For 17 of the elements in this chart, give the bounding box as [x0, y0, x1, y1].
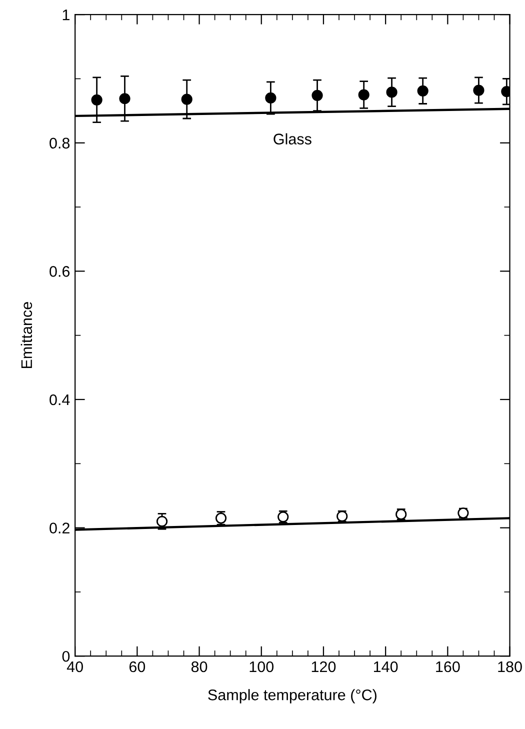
y-tick-label: 1	[62, 10, 70, 20]
x-tick-label: 40	[66, 661, 83, 672]
y-tick-label: 0.8	[50, 138, 70, 149]
x-tick-label: 180	[498, 661, 522, 672]
y-tick-label: 0.2	[50, 522, 70, 534]
x-tick-label: 100	[250, 661, 274, 672]
y-tick-label: 0	[62, 650, 70, 662]
x-tick-label: 160	[436, 661, 460, 672]
x-tick-label: 120	[312, 661, 336, 672]
x-tick-label: 60	[129, 661, 146, 672]
y-tick-label: 0.4	[50, 394, 70, 406]
x-tick-label: 80	[191, 661, 208, 672]
x-axis-title: Sample temperature (°C)	[208, 689, 376, 704]
y-axis-title: Emittance	[20, 302, 32, 368]
annotation: Glass	[274, 133, 312, 144]
y-tick-label: 0.6	[50, 266, 70, 277]
x-tick-label: 140	[374, 661, 398, 672]
